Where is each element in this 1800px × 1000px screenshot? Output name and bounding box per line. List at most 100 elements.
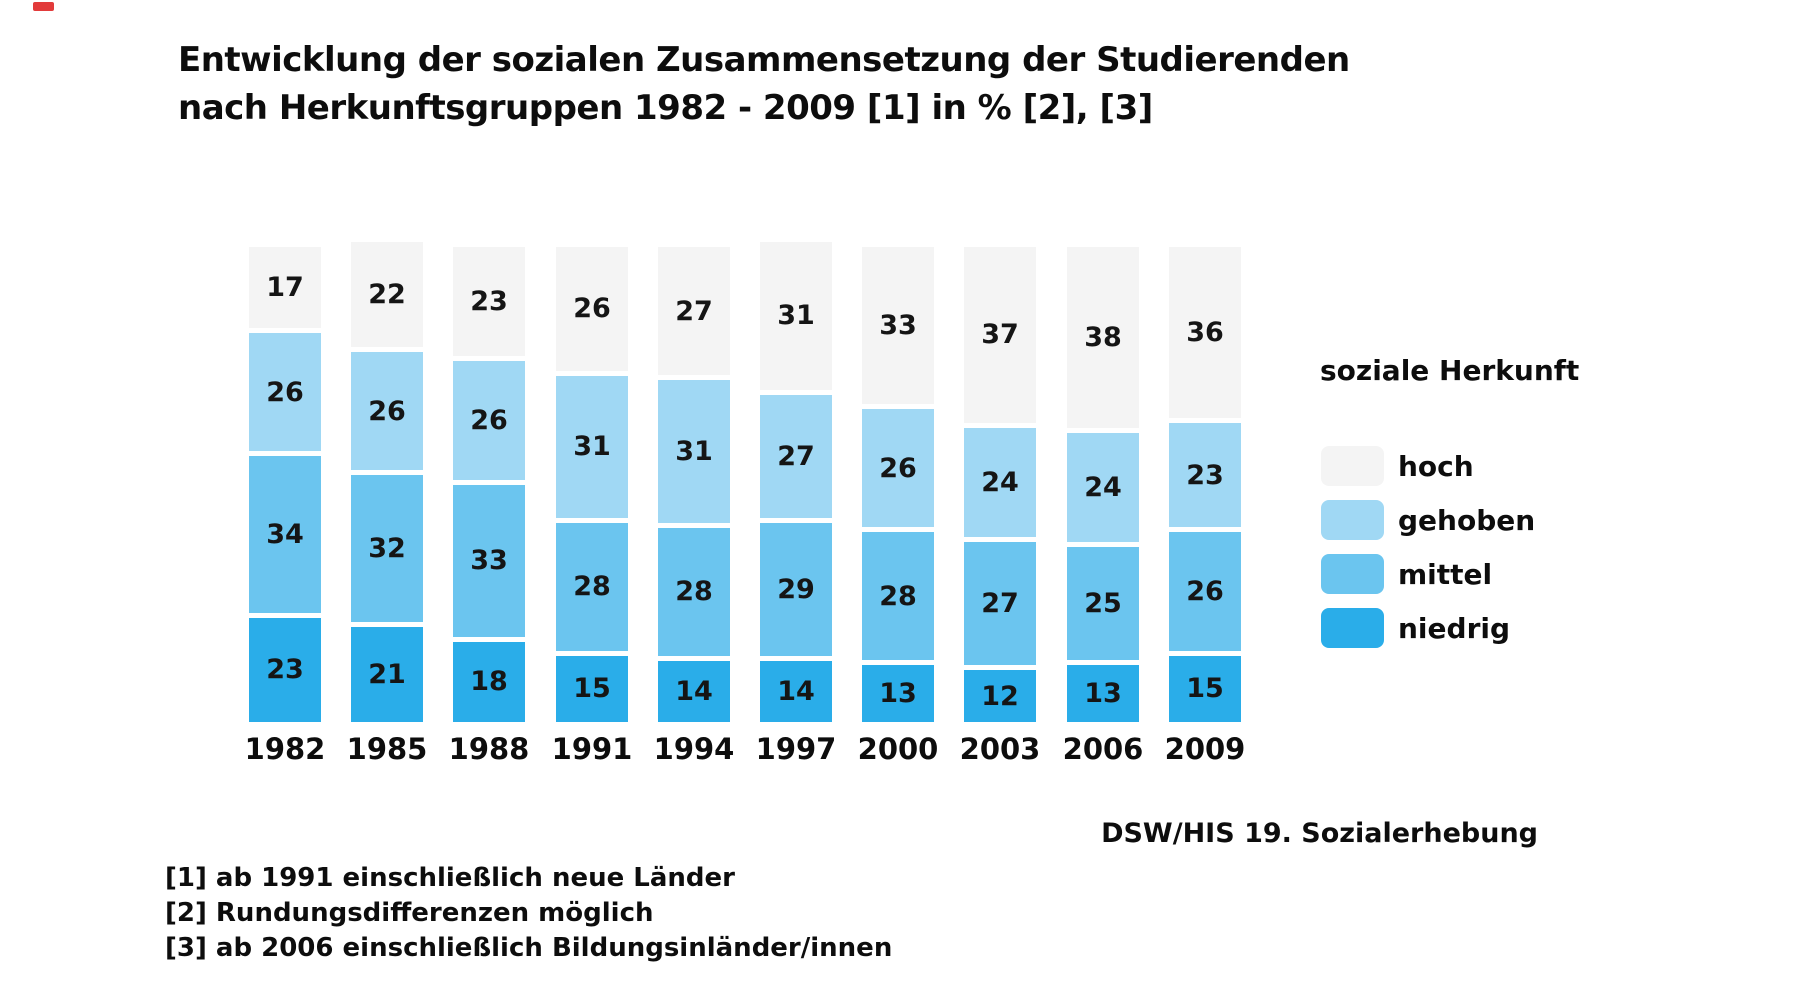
segment-value-label: 37 bbox=[981, 319, 1019, 351]
footnotes: [1] ab 1991 einschließlich neue Länder [2… bbox=[165, 861, 892, 966]
legend-item-gehoben: gehoben bbox=[1321, 500, 1535, 540]
x-axis-label-2009: 2009 bbox=[1164, 732, 1246, 766]
bar-segment-niedrig: 23 bbox=[249, 612, 321, 722]
bar-segment-mittel: 25 bbox=[1067, 541, 1139, 661]
segment-value-label: 31 bbox=[573, 431, 611, 463]
segment-value-label: 23 bbox=[470, 286, 508, 318]
bar-segment-hoch: 31 bbox=[760, 242, 832, 390]
segment-value-label: 15 bbox=[1186, 673, 1224, 705]
bar-segment-gehoben: 26 bbox=[249, 327, 321, 452]
bar-segment-hoch: 37 bbox=[964, 247, 1036, 423]
x-axis-label-1985: 1985 bbox=[346, 732, 428, 766]
chart-title: Entwicklung der sozialen Zusammensetzung… bbox=[178, 36, 1350, 132]
legend-item-hoch: hoch bbox=[1321, 446, 1474, 486]
legend-label: hoch bbox=[1398, 449, 1474, 483]
bar-column-2000: 33 26 28 13 bbox=[862, 247, 934, 722]
bar-segment-gehoben: 31 bbox=[556, 370, 628, 518]
x-axis-label-1988: 1988 bbox=[448, 732, 530, 766]
segment-value-label: 26 bbox=[879, 452, 917, 484]
source-caption: DSW/HIS 19. Sozialerhebung bbox=[1101, 818, 1538, 849]
bar-segment-mittel: 34 bbox=[249, 451, 321, 613]
bar-segment-mittel: 28 bbox=[862, 527, 934, 661]
segment-value-label: 26 bbox=[266, 376, 304, 408]
segment-value-label: 29 bbox=[777, 573, 815, 605]
bar-segment-hoch: 36 bbox=[1169, 247, 1241, 418]
segment-value-label: 31 bbox=[777, 300, 815, 332]
segment-value-label: 26 bbox=[470, 405, 508, 436]
legend-label: mittel bbox=[1398, 557, 1493, 591]
bar-segment-hoch: 27 bbox=[658, 247, 730, 376]
segment-value-label: 24 bbox=[981, 466, 1019, 498]
bar-segment-mittel: 28 bbox=[658, 522, 730, 656]
segment-value-label: 13 bbox=[879, 678, 917, 710]
bar-segment-niedrig: 18 bbox=[453, 636, 525, 722]
bar-column-1991: 26 31 28 15 bbox=[556, 247, 628, 722]
x-axis-label-1982: 1982 bbox=[244, 732, 326, 766]
legend-swatch-hoch bbox=[1321, 446, 1384, 486]
segment-value-label: 23 bbox=[266, 654, 304, 686]
bar-segment-gehoben: 26 bbox=[351, 346, 423, 471]
x-axis-label-2000: 2000 bbox=[857, 732, 939, 766]
chart-title-line1: Entwicklung der sozialen Zusammensetzung… bbox=[178, 40, 1350, 80]
bar-segment-mittel: 29 bbox=[760, 517, 832, 656]
bar-segment-gehoben: 24 bbox=[1067, 427, 1139, 542]
segment-value-label: 26 bbox=[368, 395, 406, 427]
segment-value-label: 13 bbox=[1084, 678, 1122, 710]
legend-item-mittel: mittel bbox=[1321, 554, 1492, 594]
red-corner-artifact bbox=[33, 2, 54, 11]
bar-segment-niedrig: 14 bbox=[760, 655, 832, 722]
segment-value-label: 25 bbox=[1084, 587, 1122, 619]
segment-value-label: 28 bbox=[675, 576, 713, 607]
bar-segment-gehoben: 23 bbox=[1169, 418, 1241, 528]
bar-segment-gehoben: 26 bbox=[862, 403, 934, 528]
x-axis-label-2003: 2003 bbox=[959, 732, 1041, 766]
legend-swatch-gehoben bbox=[1321, 500, 1384, 540]
bar-segment-mittel: 27 bbox=[964, 536, 1036, 665]
bar-segment-hoch: 23 bbox=[453, 247, 525, 357]
segment-value-label: 23 bbox=[1186, 459, 1224, 491]
segment-value-label: 34 bbox=[266, 519, 304, 550]
bar-segment-gehoben: 27 bbox=[760, 389, 832, 518]
legend-label: gehoben bbox=[1398, 503, 1536, 537]
segment-value-label: 21 bbox=[368, 659, 406, 691]
bar-segment-hoch: 33 bbox=[862, 247, 934, 404]
segment-value-label: 14 bbox=[675, 675, 713, 707]
bar-segment-hoch: 38 bbox=[1067, 247, 1139, 428]
footnote-line: [2] Rundungsdifferenzen möglich bbox=[165, 898, 654, 928]
bar-column-2009: 36 23 26 15 bbox=[1169, 247, 1241, 722]
bar-segment-niedrig: 15 bbox=[1169, 650, 1241, 722]
bar-column-1985: 22 26 32 21 bbox=[351, 242, 423, 722]
bar-column-2003: 37 24 27 12 bbox=[964, 247, 1036, 722]
bar-segment-hoch: 26 bbox=[556, 247, 628, 371]
bar-segment-niedrig: 15 bbox=[556, 650, 628, 722]
bar-segment-niedrig: 13 bbox=[862, 660, 934, 722]
x-axis-label-1994: 1994 bbox=[653, 732, 735, 766]
footnote-line: [3] ab 2006 einschließlich Bildungsinlän… bbox=[165, 933, 893, 963]
segment-value-label: 24 bbox=[1084, 471, 1122, 503]
bar-segment-niedrig: 21 bbox=[351, 622, 423, 722]
segment-value-label: 27 bbox=[981, 587, 1019, 619]
legend-swatch-mittel bbox=[1321, 554, 1384, 594]
segment-value-label: 28 bbox=[879, 580, 917, 612]
bar-segment-mittel: 28 bbox=[556, 517, 628, 651]
chart-title-line2: nach Herkunftsgruppen 1982 - 2009 [1] in… bbox=[178, 88, 1153, 128]
segment-value-label: 28 bbox=[573, 571, 611, 603]
x-axis-label-2006: 2006 bbox=[1062, 732, 1144, 766]
segment-value-label: 15 bbox=[573, 673, 611, 705]
bar-segment-niedrig: 14 bbox=[658, 655, 730, 722]
segment-value-label: 26 bbox=[573, 293, 611, 325]
bar-segment-mittel: 26 bbox=[1169, 527, 1241, 651]
bar-segment-niedrig: 13 bbox=[1067, 660, 1139, 722]
segment-value-label: 32 bbox=[368, 533, 406, 565]
bar-segment-mittel: 33 bbox=[453, 479, 525, 637]
bar-segment-mittel: 32 bbox=[351, 470, 423, 623]
segment-value-label: 36 bbox=[1186, 317, 1224, 348]
legend-label: niedrig bbox=[1398, 611, 1511, 645]
bar-column-1982: 17 26 34 23 bbox=[249, 247, 321, 722]
segment-value-label: 33 bbox=[879, 309, 917, 341]
bar-segment-niedrig: 12 bbox=[964, 665, 1036, 722]
legend-item-niedrig: niedrig bbox=[1321, 608, 1510, 648]
segment-value-label: 14 bbox=[777, 675, 815, 707]
segment-value-label: 12 bbox=[981, 680, 1019, 712]
